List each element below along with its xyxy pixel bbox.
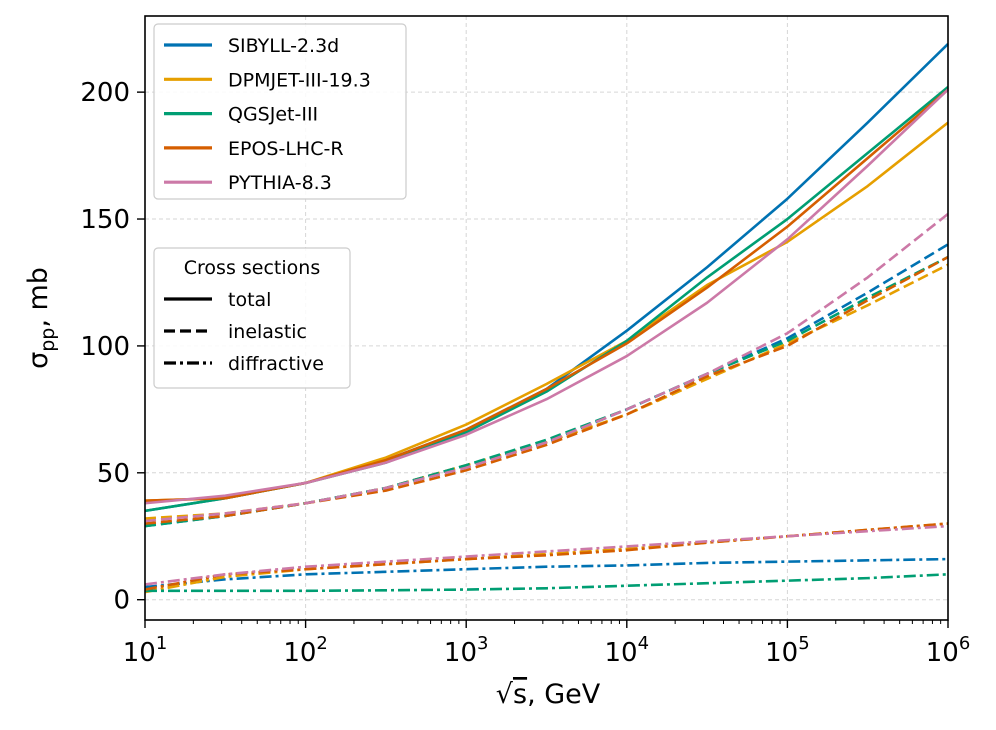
legend-models: SIBYLL-2.3d DPMJET-III-19.3 QGSJet-III EPOS… [153,23,407,200]
x-tick-label: 106 [926,633,971,668]
plot-frame [144,15,949,621]
x-axis-ticks: 101 102 103 104 105 106 [123,620,971,668]
legend-models-box [153,23,407,200]
x-tick-label: 101 [123,633,168,668]
legend-model-label: SIBYLL-2.3d [228,35,339,57]
series-line-inelastic [144,212,949,523]
legend-style-label: total [228,289,271,311]
legend-model-label: PYTHIA-8.3 [228,172,332,194]
legend-style-label: diffractive [228,353,324,375]
x-tick-label: 103 [444,633,489,668]
legend-model-label: QGSJet-III [228,104,318,126]
y-tick-label: 0 [113,586,130,616]
y-tick-label: 100 [80,332,130,362]
x-tick-label: 104 [605,633,650,668]
legend-styles-title: Cross sections [184,257,320,279]
series-layer [144,42,949,594]
series-line-diffractive [145,573,949,593]
legend-styles: Cross sections total inelastic diffractive [153,247,351,389]
x-tick-label: 102 [283,633,328,668]
y-axis-ticks: 0 50 100 150 200 [80,78,145,616]
series-line-diffractive [144,524,949,586]
legend-model-label: DPMJET-III-19.3 [228,69,371,91]
x-axis-label: √s, GeV [496,679,601,710]
y-axis-label: σpp, mb [23,267,59,369]
y-tick-label: 50 [97,459,130,489]
legend-styles-box [153,247,351,389]
y-tick-label: 150 [80,205,130,235]
series-line-diffractive [144,557,949,589]
series-line-total [144,88,949,505]
y-tick-label: 200 [80,78,130,108]
legend-style-label: inelastic [228,321,307,343]
x-tick-label: 105 [765,633,810,668]
legend-model-label: EPOS-LHC-R [228,138,344,160]
